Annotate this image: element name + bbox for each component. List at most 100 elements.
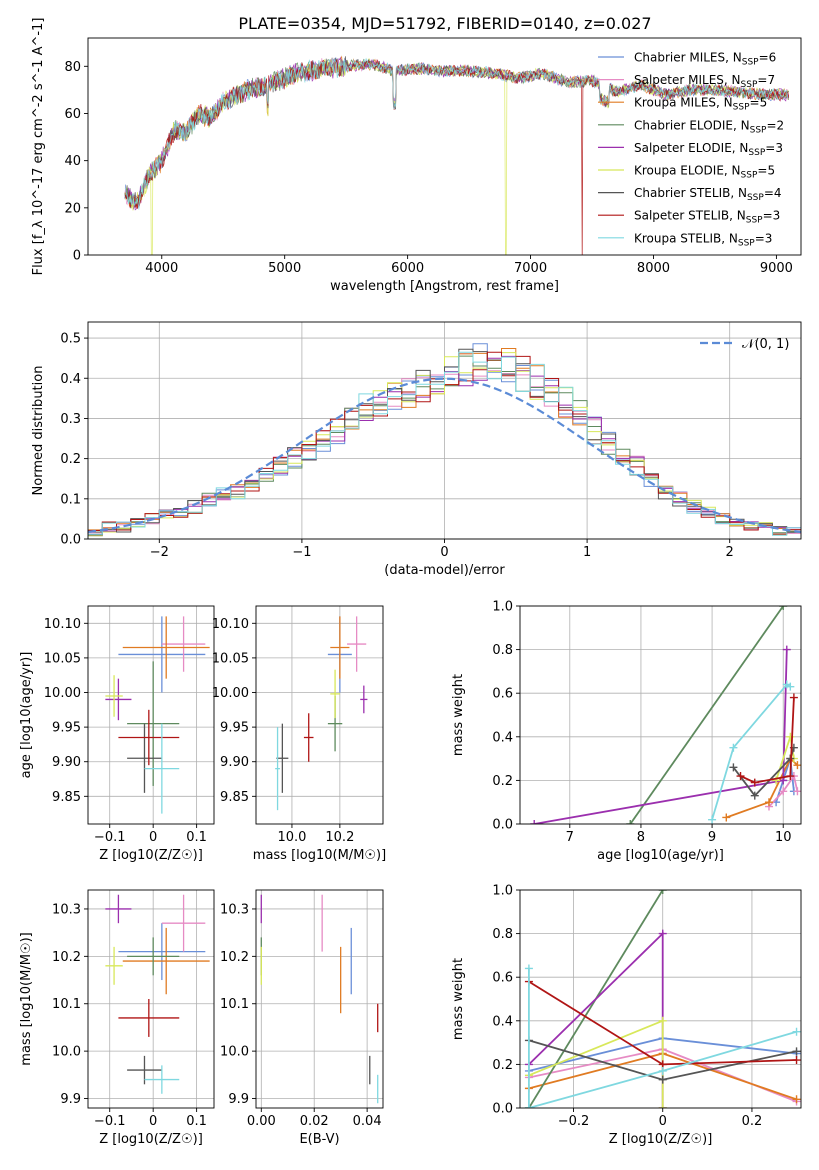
x-axis-label: wavelength [Angstrom, rest frame] <box>330 279 559 294</box>
errorbar-point <box>127 937 180 976</box>
weight-point-marker <box>658 1016 667 1025</box>
errorbar-point <box>127 723 162 793</box>
axes-frame <box>87 889 215 1109</box>
y-tick-label: 0.8 <box>492 927 513 942</box>
x-tick-label: 0.02 <box>300 1114 329 1129</box>
y-tick-label: 1.0 <box>492 600 513 615</box>
y-tick-label: 9.85 <box>52 790 81 805</box>
x-tick-label: −0.2 <box>558 1114 590 1129</box>
weight-series-line <box>740 697 795 784</box>
legend-subscript: SSP <box>741 171 758 181</box>
y-tick-label: 10.0 <box>52 1045 81 1060</box>
x-tick-label: 0 <box>149 1114 157 1129</box>
age-vs-metallicity-plot: −0.1 0 0.1 9.85 9.90 9.95 10.00 10.05 10.10 Z [lo… <box>19 605 215 863</box>
weight-point-marker <box>524 1104 533 1108</box>
axes-frame <box>87 37 802 256</box>
weight-point-marker <box>729 743 738 752</box>
weight-series-line <box>711 683 791 820</box>
weight-point-marker <box>793 761 801 770</box>
y-tick-label: 10.00 <box>44 686 81 701</box>
x-tick-label: −0.1 <box>94 830 126 845</box>
y-tick-label: 0.0 <box>492 818 513 833</box>
y-tick-label: 9.90 <box>52 755 81 770</box>
errorbar-point <box>330 616 350 679</box>
errorbar-point <box>122 927 210 995</box>
weight-series-line <box>629 606 784 824</box>
legend-count: =2 <box>766 118 784 132</box>
legend-label: Chabrier MILES, NSSP=6 <box>634 51 776 68</box>
x-tick-label: 10.0 <box>277 830 306 845</box>
axes-frame <box>519 605 802 825</box>
weight-point-marker <box>658 929 667 938</box>
weight-point-marker <box>792 1047 801 1056</box>
y-tick-label: 9.95 <box>220 721 249 736</box>
y-tick-label: 9.9 <box>228 1092 249 1107</box>
x-axis-label: Z [log10(Z/Z☉)] <box>609 1132 713 1147</box>
weight-point-marker <box>779 606 788 610</box>
legend-count: =3 <box>763 209 781 223</box>
y-tick-label: 9.85 <box>220 790 249 805</box>
weight-point-marker <box>792 1095 801 1104</box>
y-tick-label: 0.3 <box>60 412 81 427</box>
y-tick-label: 0.6 <box>492 687 513 702</box>
legend-label: Salpeter STELIB, NSSP=3 <box>634 209 780 226</box>
mass-vs-metallicity-plot: −0.1 0 0.1 9.9 10.0 10.1 10.2 10.3 Z [log10(Z/Z☉… <box>19 889 215 1147</box>
weight-point-marker <box>786 772 795 781</box>
legend-subscript: SSP <box>738 238 755 248</box>
legend-label: Salpeter ELODIE, NSSP=3 <box>634 141 783 158</box>
x-tick-label: 0.1 <box>186 1114 207 1129</box>
mass-weight-vs-age-plot: 7 8 9 10 0.0 0.2 0.4 0.6 0.8 1.0 age [log10(age/yr… <box>451 600 802 863</box>
y-axis-label: age [log10(age/yr)] <box>19 652 34 779</box>
spectrum-line <box>124 57 789 210</box>
histogram-steps <box>87 343 801 539</box>
mass-vs-extinction-plot: 0.00 0.02 0.04 9.9 10.0 10.1 10.2 10.3 E(B-V) <box>220 889 384 1147</box>
y-tick-label: 10.10 <box>44 617 81 632</box>
errorbar-point <box>118 923 206 981</box>
weight-series-line <box>528 968 797 1108</box>
x-tick-label: 4000 <box>145 261 178 276</box>
x-tick-label: 9000 <box>760 261 793 276</box>
weight-point-marker <box>764 798 773 807</box>
errorbar-point <box>118 999 180 1037</box>
y-tick-label: 0.2 <box>60 452 81 467</box>
legend-subscript: SSP <box>747 193 764 203</box>
weight-point-marker <box>524 964 533 973</box>
errorbar-point <box>303 713 314 762</box>
legend-count: =3 <box>755 231 773 245</box>
errorbar-point <box>275 727 280 811</box>
weight-point-marker <box>658 890 667 894</box>
y-tick-label: 0.0 <box>492 1102 513 1117</box>
legend-subscript: SSP <box>748 148 765 158</box>
x-tick-label: 8000 <box>637 261 670 276</box>
y-tick-label: 10.2 <box>220 950 249 965</box>
y-tick-label: 0.4 <box>492 730 513 745</box>
y-tick-label: 0.6 <box>492 971 513 986</box>
errorbar-point <box>118 709 180 766</box>
y-tick-label: 9.90 <box>220 755 249 770</box>
x-tick-label: −2 <box>150 545 169 560</box>
errorbar-point <box>118 616 206 693</box>
errorbar-point <box>330 669 340 719</box>
y-tick-label: 0.1 <box>60 492 81 507</box>
x-axis-label: (data-model)/error <box>384 563 505 578</box>
weight-point-marker <box>750 778 759 787</box>
x-tick-label: 0.2 <box>742 1114 763 1129</box>
weight-lines <box>530 606 801 824</box>
y-tick-label: 10.3 <box>52 902 81 917</box>
figure-title: PLATE=0354, MJD=51792, FIBERID=0140, z=0… <box>238 14 651 33</box>
weight-point-marker <box>779 787 788 796</box>
y-tick-label: 10.00 <box>212 686 249 701</box>
y-tick-label: 60 <box>64 107 81 122</box>
x-tick-label: 0.00 <box>247 1114 276 1129</box>
legend-label: Kroupa STELIB, NSSP=3 <box>634 231 772 248</box>
x-tick-label: 5000 <box>268 261 301 276</box>
y-tick-label: 0.5 <box>60 332 81 347</box>
x-tick-label: 1 <box>583 545 591 560</box>
weight-point-marker <box>789 693 798 702</box>
weight-point-marker <box>530 820 539 824</box>
y-tick-label: 1.0 <box>492 884 513 899</box>
y-tick-label: 9.95 <box>52 721 81 736</box>
x-tick-label: 0 <box>659 1114 667 1129</box>
weight-series-line <box>768 773 799 808</box>
